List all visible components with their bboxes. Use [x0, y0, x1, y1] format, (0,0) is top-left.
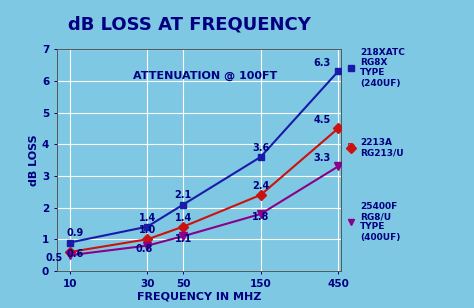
Text: 2.1: 2.1 — [174, 190, 192, 201]
Text: 3.3: 3.3 — [313, 153, 330, 163]
Text: D: D — [346, 143, 355, 153]
Text: 0.8: 0.8 — [135, 244, 153, 253]
Text: 4.5: 4.5 — [313, 115, 330, 125]
Text: 0.5: 0.5 — [45, 253, 62, 263]
Text: 1.4: 1.4 — [138, 213, 156, 223]
Text: 0.6: 0.6 — [66, 249, 83, 259]
X-axis label: FREQUENCY IN MHZ: FREQUENCY IN MHZ — [137, 291, 261, 302]
Text: 1.1: 1.1 — [174, 234, 192, 244]
Text: 1.4: 1.4 — [174, 213, 192, 223]
Text: 25400F
RG8/U
TYPE
(400UF): 25400F RG8/U TYPE (400UF) — [360, 202, 401, 242]
Text: v: v — [347, 217, 354, 227]
Text: 2.4: 2.4 — [252, 181, 269, 191]
Text: 1.8: 1.8 — [252, 212, 269, 222]
Text: 218XATC
RG8X
TYPE
(240UF): 218XATC RG8X TYPE (240UF) — [360, 48, 405, 88]
Text: s: s — [348, 63, 354, 73]
Text: 1.0: 1.0 — [138, 225, 156, 235]
Text: 6.3: 6.3 — [313, 58, 330, 68]
Text: dB LOSS AT FREQUENCY: dB LOSS AT FREQUENCY — [68, 15, 311, 33]
Y-axis label: dB LOSS: dB LOSS — [29, 134, 39, 186]
Text: 2213A
RG213/U: 2213A RG213/U — [360, 138, 404, 157]
Text: 0.9: 0.9 — [66, 229, 83, 238]
Text: ATTENUATION @ 100FT: ATTENUATION @ 100FT — [133, 71, 277, 81]
Text: 3.6: 3.6 — [252, 143, 269, 153]
